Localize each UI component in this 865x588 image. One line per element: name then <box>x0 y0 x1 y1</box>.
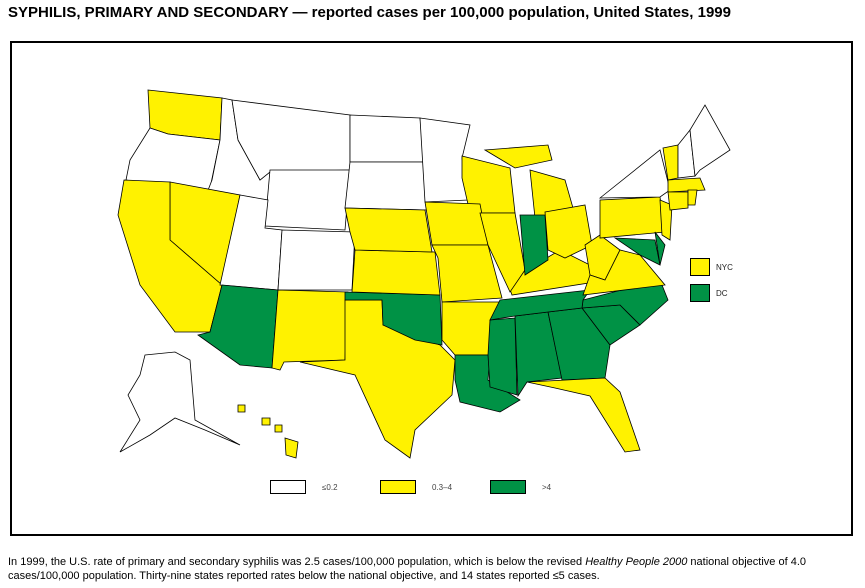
state-nj <box>659 199 673 241</box>
state-mi <box>483 144 553 169</box>
legend-swatch <box>380 480 416 494</box>
state-ms <box>487 317 518 396</box>
state-ny <box>598 149 671 199</box>
legend-label: ≤0.2 <box>322 482 338 492</box>
inset-dc: DC <box>690 284 728 302</box>
state-in <box>519 214 549 276</box>
state-oh <box>544 204 593 259</box>
state-nm <box>271 289 349 371</box>
state-hi <box>284 437 299 459</box>
legend-label: >4 <box>542 482 552 492</box>
legend-item-mid: 0.3–4 <box>380 480 452 494</box>
caption-text-2: national objective of 4.0 cases/100,000 … <box>8 556 806 582</box>
state-il <box>479 212 526 293</box>
state-hi <box>261 417 271 426</box>
inset-label: DC <box>716 288 728 298</box>
inset-swatch <box>690 258 710 276</box>
map-title: SYPHILIS, PRIMARY AND SECONDARY — report… <box>8 4 731 21</box>
state-ia <box>424 201 489 246</box>
inset-nyc: NYC <box>690 258 733 276</box>
caption-text-1: In 1999, the U.S. rate of primary and se… <box>8 556 586 568</box>
legend-swatch <box>490 480 526 494</box>
state-ok <box>344 291 443 346</box>
state-de <box>654 231 666 266</box>
legend-swatch <box>270 480 306 494</box>
state-nd <box>349 114 426 163</box>
state-ct <box>667 191 689 211</box>
state-me <box>689 104 731 177</box>
inset-label: NYC <box>716 262 733 272</box>
state-wy <box>264 169 351 231</box>
state-mo <box>431 244 503 303</box>
state-sd <box>344 161 429 211</box>
legend-item-high: >4 <box>490 480 551 494</box>
state-ks <box>351 249 441 296</box>
legend-label: 0.3–4 <box>432 482 453 492</box>
state-ma <box>667 177 706 193</box>
state-hi <box>237 404 246 413</box>
state-co <box>277 229 356 291</box>
state-fl <box>526 377 641 453</box>
state-hi <box>274 424 283 433</box>
state-ak <box>119 351 241 453</box>
legend-item-low: ≤0.2 <box>270 480 338 494</box>
caption: In 1999, the U.S. rate of primary and se… <box>8 555 860 583</box>
map-frame <box>10 41 853 536</box>
inset-swatch <box>690 284 710 302</box>
caption-italic: Healthy People 2000 <box>585 556 688 568</box>
state-ri <box>687 189 698 206</box>
state-ne <box>344 207 433 253</box>
